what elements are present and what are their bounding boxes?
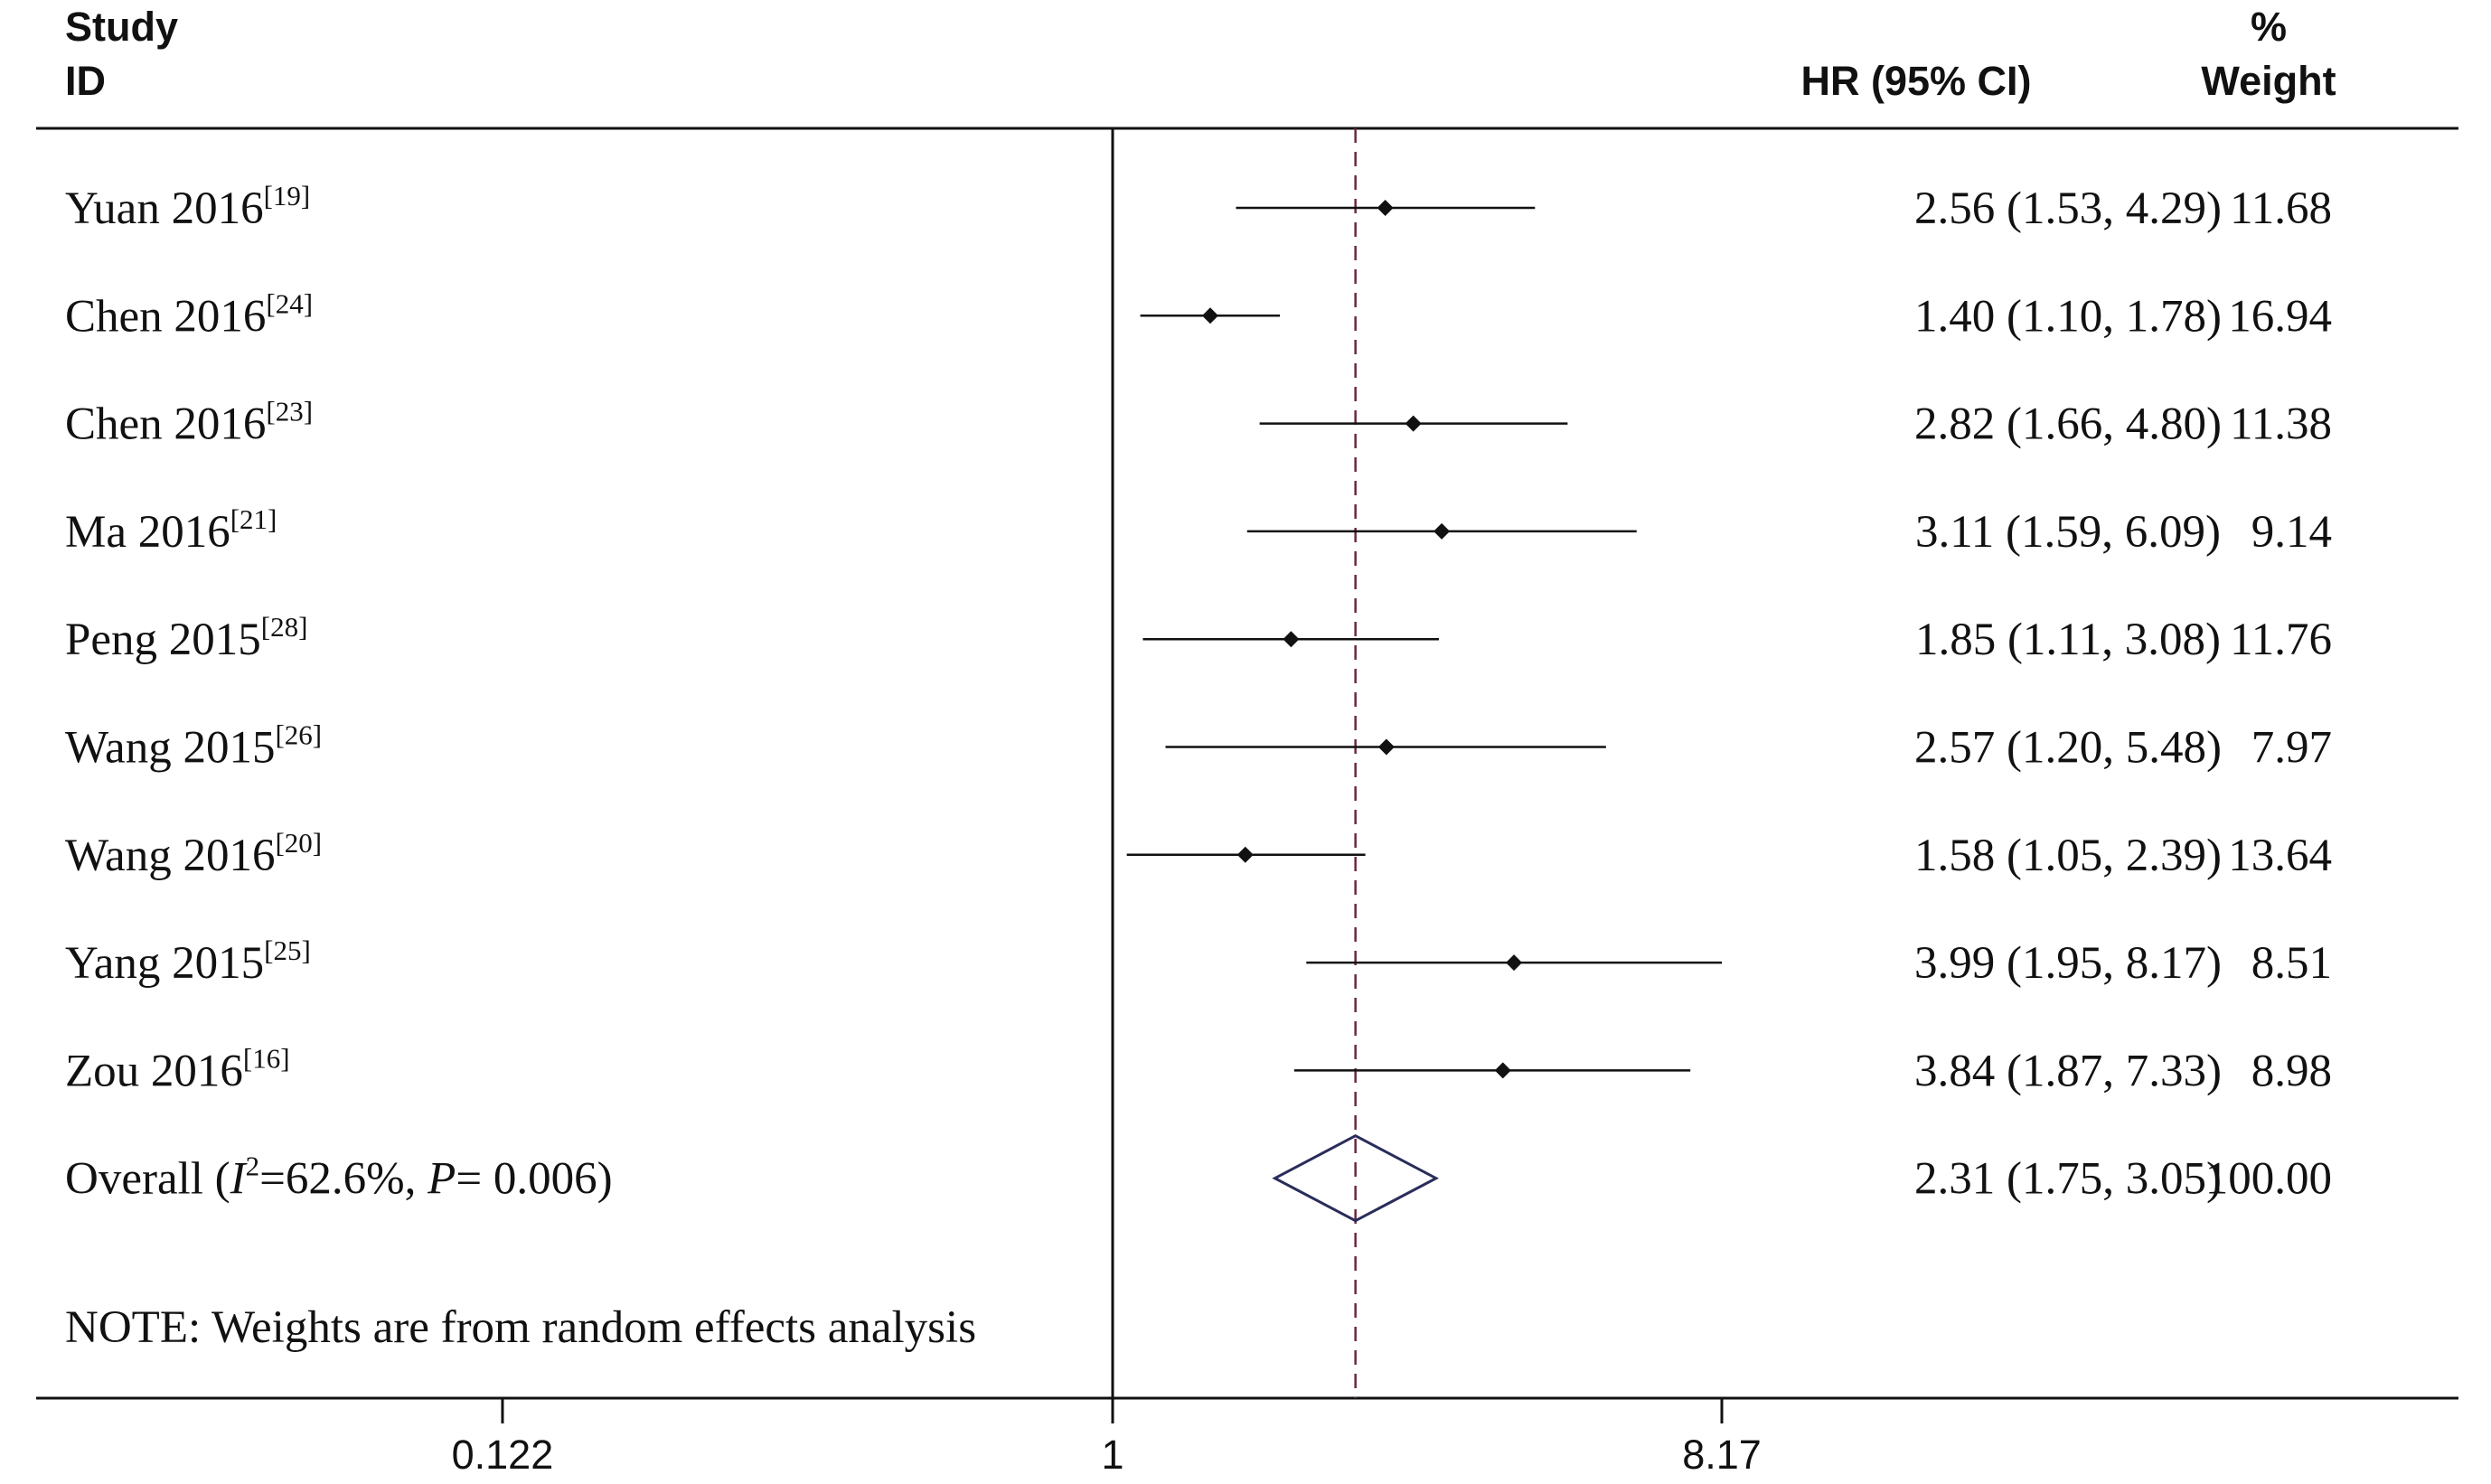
study-name: Yang 2015 [65, 938, 264, 989]
weight-value: 7.97 [2251, 723, 2332, 774]
weight-value: 8.98 [2251, 1046, 2332, 1096]
i-squared-exponent: 2 [246, 1151, 260, 1182]
hr-ci-value: 3.11 (1.59, 6.09) [1915, 507, 2221, 558]
weight-value: 13.64 [2228, 831, 2332, 881]
study-row: Yuan 2016[19] 2.56 (1.53, 4.29) 11.68 [65, 180, 2332, 234]
point-estimate-marker [1377, 738, 1395, 756]
hr-ci-value: 3.99 (1.95, 8.17) [1914, 938, 2222, 989]
header-id: ID [65, 58, 106, 104]
point-estimate-marker [1201, 307, 1218, 324]
study-name: Wang 2015 [65, 723, 275, 774]
study-name: Wang 2016 [65, 831, 275, 881]
hr-ci-value: 1.58 (1.05, 2.39) [1914, 831, 2222, 881]
overall-weight-value: 100.00 [2205, 1154, 2332, 1205]
study-name: Chen 2016 [65, 291, 266, 342]
weight-value: 11.68 [2230, 183, 2332, 234]
hr-ci-value: 2.57 (1.20, 5.48) [1914, 723, 2222, 774]
study-name: Chen 2016 [65, 399, 266, 450]
study-name: Yuan 2016 [65, 183, 264, 234]
study-row: Ma 2016[21] 3.11 (1.59, 6.09) 9.14 [65, 503, 2332, 558]
header-hr-ci: HR (95% CI) [1800, 58, 2031, 104]
study-label: Wang 2015[26] [65, 719, 322, 774]
p-value: = 0.006) [456, 1154, 612, 1205]
study-reference: [21] [230, 503, 277, 535]
point-estimate-marker [1434, 522, 1451, 540]
hr-ci-value: 1.85 (1.11, 3.08) [1915, 615, 2221, 665]
study-label: Chen 2016[24] [65, 287, 313, 342]
hr-ci-value: 2.56 (1.53, 4.29) [1914, 183, 2222, 234]
study-reference: [28] [261, 611, 308, 643]
x-axis-ticks: 0.122 1 8.17 [452, 1398, 1762, 1478]
i-squared-value: =62.6%, [259, 1154, 428, 1205]
weight-value: 11.38 [2230, 399, 2332, 450]
point-estimate-marker [1506, 954, 1523, 972]
weight-value: 8.51 [2251, 938, 2332, 989]
weight-value: 9.14 [2251, 507, 2332, 558]
study-row: Peng 2015[28] 1.85 (1.11, 3.08) 11.76 [65, 611, 2332, 665]
hr-ci-value: 2.82 (1.66, 4.80) [1914, 399, 2222, 450]
study-label: Yuan 2016[19] [65, 180, 310, 234]
study-reference: [25] [264, 935, 311, 966]
study-label: Peng 2015[28] [65, 611, 307, 665]
weight-value: 11.76 [2230, 615, 2332, 665]
header-percent: % [2251, 4, 2287, 50]
i-squared-symbol: I [230, 1154, 248, 1205]
study-reference: [19] [264, 180, 311, 211]
study-reference: [23] [266, 396, 313, 427]
study-reference: [26] [275, 719, 322, 751]
study-row: Wang 2016[20] 1.58 (1.05, 2.39) 13.64 [65, 827, 2332, 881]
hr-ci-value: 3.84 (1.87, 7.33) [1914, 1046, 2222, 1096]
study-reference: [24] [266, 287, 313, 319]
overall-prefix: Overall ( [65, 1154, 230, 1205]
hr-ci-value: 1.40 (1.10, 1.78) [1914, 291, 2222, 342]
study-label: Wang 2016[20] [65, 827, 322, 881]
study-name: Zou 2016 [65, 1046, 243, 1096]
study-row: Chen 2016[24] 1.40 (1.10, 1.78) 16.94 [65, 287, 2332, 342]
x-axis-tick-label: 8.17 [1682, 1432, 1762, 1478]
header-weight: Weight [2201, 58, 2336, 104]
p-symbol: P [427, 1154, 456, 1205]
overall-label: Overall (I2=62.6%, P= 0.006) [65, 1151, 613, 1205]
point-estimate-marker [1377, 200, 1394, 216]
header-study: Study [65, 4, 178, 50]
x-axis-tick-label: 1 [1101, 1432, 1123, 1478]
footnote: NOTE: Weights are from random effects an… [65, 1302, 976, 1353]
point-estimate-marker [1283, 631, 1300, 648]
study-label: Yang 2015[25] [65, 935, 311, 989]
point-estimate-marker [1236, 846, 1254, 863]
study-row: Wang 2015[26] 2.57 (1.20, 5.48) 7.97 [65, 719, 2332, 774]
x-axis-tick-label: 0.122 [452, 1432, 554, 1478]
study-row: Zou 2016[16] 3.84 (1.87, 7.33) 8.98 [65, 1042, 2332, 1096]
point-estimate-marker [1494, 1062, 1511, 1079]
overall-row: Overall (I2=62.6%, P= 0.006) 2.31 (1.75, … [65, 1134, 2332, 1223]
study-name: Peng 2015 [65, 615, 261, 665]
point-estimate-marker [1405, 415, 1422, 432]
study-name: Ma 2016 [65, 507, 230, 558]
overall-hr-ci-value: 2.31 (1.75, 3.05) [1914, 1154, 2222, 1205]
study-row: Yang 2015[25] 3.99 (1.95, 8.17) 8.51 [65, 935, 2332, 989]
weight-value: 16.94 [2228, 291, 2332, 342]
study-reference: [20] [275, 827, 322, 859]
study-label: Zou 2016[16] [65, 1042, 290, 1096]
study-reference: [16] [243, 1042, 290, 1074]
overall-diamond [1272, 1134, 1440, 1223]
study-label: Chen 2016[23] [65, 396, 313, 450]
study-rows: Yuan 2016[19] 2.56 (1.53, 4.29) 11.68 Chen … [65, 180, 2332, 1096]
study-label: Ma 2016[21] [65, 503, 277, 558]
study-row: Chen 2016[23] 2.82 (1.66, 4.80) 11.38 [65, 396, 2332, 450]
